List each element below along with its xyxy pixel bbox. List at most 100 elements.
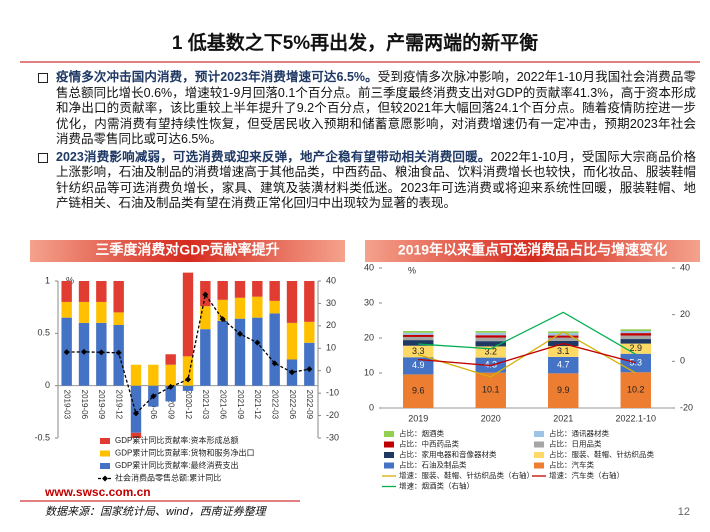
bullet: 2023消费影响减弱，可选消费或迎来反弹，地产企稳有望带动相关消费回暖。2022… bbox=[36, 150, 696, 212]
bar bbox=[620, 339, 651, 344]
line-marker bbox=[271, 360, 278, 367]
bar bbox=[475, 341, 506, 347]
line-marker bbox=[63, 349, 70, 356]
bar bbox=[217, 299, 228, 321]
bar bbox=[403, 340, 434, 346]
bar bbox=[286, 281, 298, 323]
line-marker bbox=[133, 410, 139, 417]
line-marker bbox=[219, 316, 226, 323]
bar bbox=[252, 296, 263, 318]
legend-swatch bbox=[384, 431, 394, 437]
bar bbox=[61, 301, 72, 318]
bar bbox=[403, 345, 434, 358]
chart: 2019年以来重点可选消费品占比与增速变化% 0 10 20 30 40 -20 0 20 40 2… bbox=[364, 240, 700, 490]
bar bbox=[620, 372, 651, 408]
y-tick-label: 0 bbox=[369, 402, 374, 412]
line-marker bbox=[81, 348, 87, 355]
bar bbox=[403, 374, 434, 408]
panel-title-bg bbox=[30, 240, 345, 262]
y-tick-label: 20 bbox=[364, 332, 374, 342]
y-tick-label: 1 bbox=[45, 275, 50, 285]
data-label: 9.9 bbox=[557, 385, 570, 395]
line-marker bbox=[202, 291, 209, 298]
bar bbox=[165, 354, 176, 365]
y2-tick-label: -20 bbox=[680, 402, 693, 412]
y-tick-label: 0 bbox=[45, 380, 50, 390]
bar bbox=[234, 318, 246, 386]
bullet-box bbox=[38, 152, 48, 163]
line-marker bbox=[167, 383, 174, 390]
slide-title: 1 低基数之下5%再出发，产需两端的新平衡 bbox=[172, 31, 538, 54]
line-marker bbox=[254, 339, 261, 346]
legend-label: GDP累计同比贡献率:货物和服务净出口 bbox=[115, 448, 255, 458]
legend-label: 占比：通讯器材类 bbox=[549, 428, 609, 438]
x-tick-label: 2021-09 bbox=[236, 390, 245, 420]
legend-swatch bbox=[534, 431, 544, 437]
data-label: 10.1 bbox=[482, 385, 500, 395]
legend-label: 社会消费品零售总额:累计同比 bbox=[115, 473, 221, 483]
bar bbox=[403, 331, 434, 333]
legend-swatch bbox=[384, 452, 394, 458]
bullet: 疫情多次冲击国内消费，预计2023年消费增速可达6.5%。受到疫情多次脉冲影响，… bbox=[36, 70, 696, 148]
y2-tick-label: 10 bbox=[326, 343, 336, 353]
y2-tick-label: -10 bbox=[326, 388, 339, 398]
data-label: 3.2 bbox=[484, 346, 497, 356]
bar bbox=[286, 322, 298, 360]
bar bbox=[548, 346, 579, 357]
bar bbox=[475, 335, 506, 338]
x-tick-label: 2021-03 bbox=[201, 390, 210, 420]
legend-label: 占比：服装、鞋帽、针纺织品类 bbox=[549, 449, 654, 459]
y-tick-label: 10 bbox=[364, 367, 374, 377]
bar bbox=[548, 373, 579, 408]
bar bbox=[234, 281, 246, 298]
bar bbox=[475, 331, 506, 333]
bullet-list: 疫情多次冲击国内消费，预计2023年消费增速可达6.5%。受到疫情多次脉冲影响，… bbox=[36, 70, 696, 238]
data-label: 3.3 bbox=[412, 346, 425, 356]
x-tick-label: 2019-09 bbox=[97, 390, 106, 420]
panel-title-bg bbox=[365, 240, 700, 262]
line-marker bbox=[150, 393, 157, 400]
x-tick-label: 2022-03 bbox=[271, 390, 280, 420]
bar bbox=[269, 300, 280, 314]
y2-tick-label: 40 bbox=[680, 262, 690, 272]
data-label: 4.3 bbox=[484, 360, 497, 370]
bar bbox=[403, 336, 434, 341]
legend-label: 占比：家用电器和音像器材类 bbox=[399, 449, 497, 459]
chart: 三季度消费对GDP贡献率提升% -0.5 0 0.5 1 -30 -20 -10 0 10 20 30… bbox=[30, 240, 345, 483]
bar bbox=[475, 372, 506, 408]
data-label: 9.6 bbox=[412, 386, 425, 396]
legend-label: 占比：中西药品类 bbox=[399, 438, 459, 448]
x-tick-label: 2020-12 bbox=[184, 390, 193, 420]
line-marker bbox=[115, 349, 122, 356]
bar bbox=[165, 385, 176, 402]
legend-swatch bbox=[534, 441, 544, 448]
footer-site: www.swsc.com.cn bbox=[44, 485, 151, 499]
bar bbox=[620, 343, 651, 354]
bar bbox=[200, 306, 211, 330]
y2-tick-label: 20 bbox=[326, 320, 336, 330]
bar bbox=[475, 346, 506, 358]
bar bbox=[130, 364, 142, 386]
bar bbox=[148, 364, 159, 386]
bar bbox=[182, 272, 194, 357]
page-number: 12 bbox=[678, 506, 690, 518]
bullet-box bbox=[38, 73, 48, 83]
x-tick-label: 2019-06 bbox=[80, 390, 89, 420]
y2-tick-label: 0 bbox=[326, 365, 331, 375]
bar bbox=[620, 333, 651, 336]
legend-swatch bbox=[100, 463, 110, 469]
x-tick-label: 2019 bbox=[408, 413, 428, 423]
y-tick-label: -0.5 bbox=[34, 432, 50, 442]
bar bbox=[403, 332, 434, 335]
data-label: 4.7 bbox=[557, 360, 570, 370]
y-unit: % bbox=[408, 265, 416, 275]
legend-label: 占比：汽车类 bbox=[549, 459, 594, 469]
bar bbox=[130, 385, 142, 433]
bar bbox=[475, 337, 506, 342]
x-tick-label: 2020-09 bbox=[167, 390, 176, 420]
line-marker bbox=[306, 366, 313, 373]
bar bbox=[620, 329, 651, 331]
y2-tick-label: 30 bbox=[326, 298, 336, 308]
bar bbox=[182, 385, 194, 391]
